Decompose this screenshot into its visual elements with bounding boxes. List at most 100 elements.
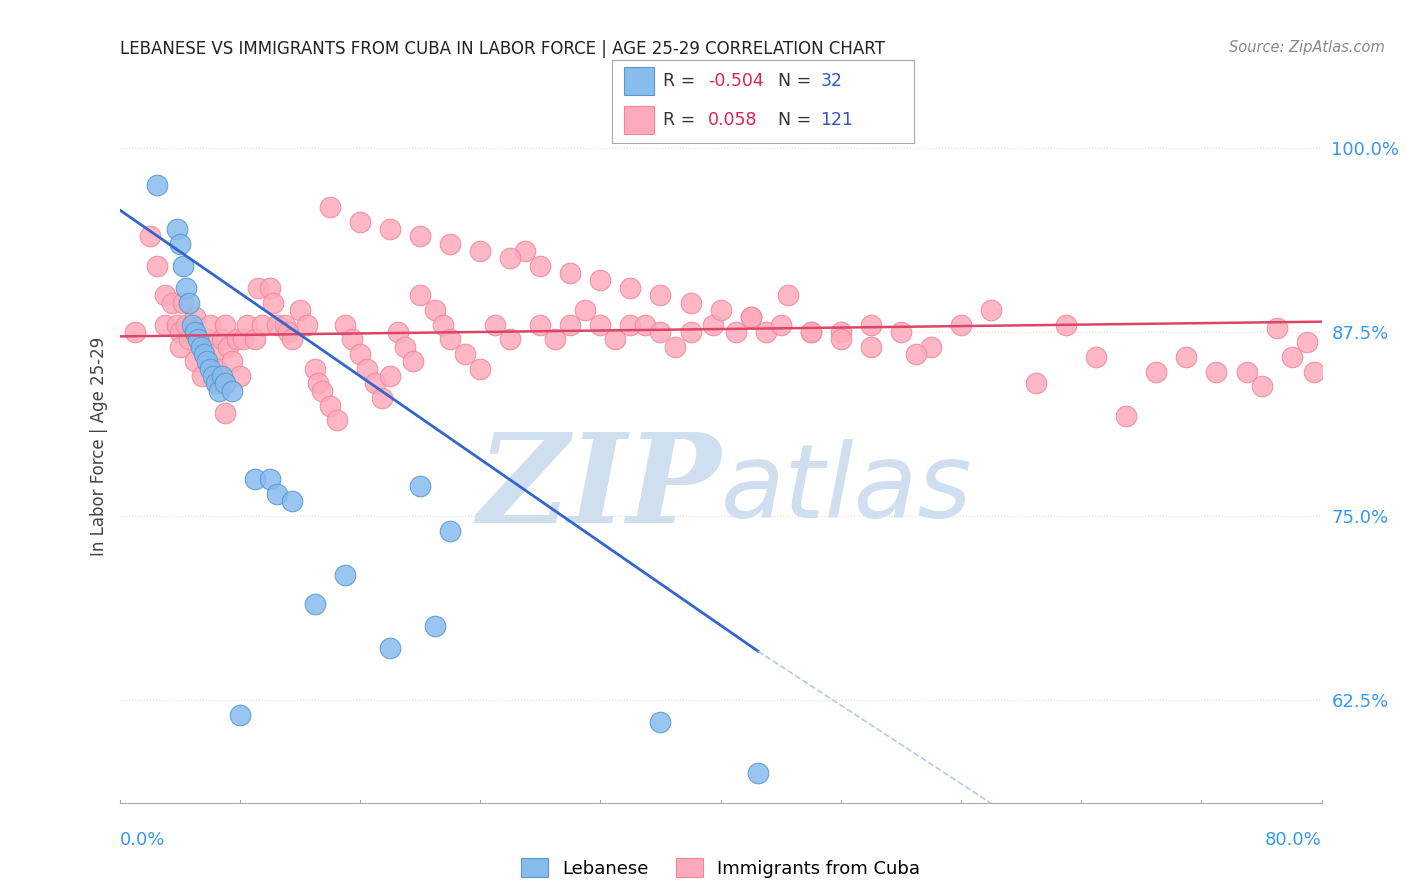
Point	[160, 295, 183, 310]
Point	[439, 236, 461, 251]
Point	[778, 288, 800, 302]
Point	[333, 318, 356, 332]
Text: R =: R =	[664, 72, 700, 90]
Point	[560, 318, 582, 332]
Point	[800, 325, 823, 339]
Point	[174, 281, 197, 295]
Point	[243, 472, 266, 486]
Point	[266, 318, 288, 332]
Point	[830, 332, 852, 346]
Point	[747, 766, 769, 780]
Point	[201, 347, 224, 361]
Point	[177, 332, 200, 346]
Point	[859, 340, 882, 354]
Point	[574, 302, 596, 317]
Point	[589, 273, 612, 287]
Point	[311, 384, 333, 398]
Legend: Lebanese, Immigrants from Cuba: Lebanese, Immigrants from Cuba	[513, 851, 928, 885]
Point	[146, 178, 169, 192]
Point	[172, 295, 194, 310]
Text: N =: N =	[778, 111, 817, 129]
Point	[342, 332, 364, 346]
Point	[187, 332, 209, 346]
Point	[499, 252, 522, 266]
Point	[214, 406, 236, 420]
Point	[183, 325, 205, 339]
Text: 80.0%: 80.0%	[1265, 830, 1322, 848]
Point	[454, 347, 477, 361]
Point	[153, 288, 176, 302]
Point	[529, 318, 551, 332]
Point	[619, 318, 641, 332]
Point	[950, 318, 973, 332]
Point	[304, 597, 326, 611]
Point	[409, 229, 432, 244]
Point	[174, 318, 197, 332]
Point	[468, 244, 492, 258]
Point	[1265, 320, 1288, 334]
Point	[484, 318, 506, 332]
Point	[177, 295, 200, 310]
Point	[221, 354, 243, 368]
Point	[859, 318, 882, 332]
Point	[319, 200, 342, 214]
Point	[319, 399, 342, 413]
Point	[326, 413, 349, 427]
Point	[679, 325, 702, 339]
Point	[198, 361, 221, 376]
Point	[409, 288, 432, 302]
Point	[1295, 335, 1317, 350]
Point	[232, 332, 254, 346]
Point	[1054, 318, 1077, 332]
Text: Source: ZipAtlas.com: Source: ZipAtlas.com	[1229, 40, 1385, 55]
Point	[650, 288, 672, 302]
Point	[195, 332, 218, 346]
Point	[221, 384, 243, 398]
Point	[904, 347, 927, 361]
Point	[560, 266, 582, 280]
Point	[650, 325, 672, 339]
Point	[211, 369, 233, 384]
Point	[1205, 365, 1227, 379]
Point	[225, 332, 247, 346]
Point	[166, 222, 188, 236]
Point	[190, 340, 212, 354]
Point	[183, 310, 205, 325]
Text: 0.0%: 0.0%	[120, 830, 165, 848]
Point	[702, 318, 724, 332]
Point	[394, 340, 416, 354]
Point	[679, 295, 702, 310]
Point	[980, 302, 1002, 317]
Point	[1025, 376, 1047, 391]
Point	[740, 310, 762, 325]
Point	[364, 376, 387, 391]
Point	[664, 340, 686, 354]
Point	[1303, 365, 1326, 379]
Point	[228, 707, 252, 722]
Point	[387, 325, 409, 339]
Point	[401, 354, 423, 368]
Point	[432, 318, 454, 332]
Point	[214, 376, 236, 391]
Point	[544, 332, 567, 346]
Point	[204, 376, 226, 391]
Point	[214, 318, 236, 332]
Point	[138, 229, 160, 244]
Point	[1085, 350, 1108, 364]
Point	[1236, 365, 1258, 379]
Point	[304, 361, 326, 376]
Point	[166, 318, 188, 332]
Point	[252, 318, 274, 332]
Text: 32: 32	[820, 72, 842, 90]
Point	[195, 354, 218, 368]
Point	[169, 325, 191, 339]
Point	[333, 567, 356, 582]
Point	[529, 259, 551, 273]
Point	[830, 325, 852, 339]
Point	[605, 332, 627, 346]
Point	[890, 325, 912, 339]
Text: 121: 121	[820, 111, 853, 129]
Point	[146, 259, 169, 273]
Point	[246, 281, 269, 295]
Point	[356, 361, 378, 376]
